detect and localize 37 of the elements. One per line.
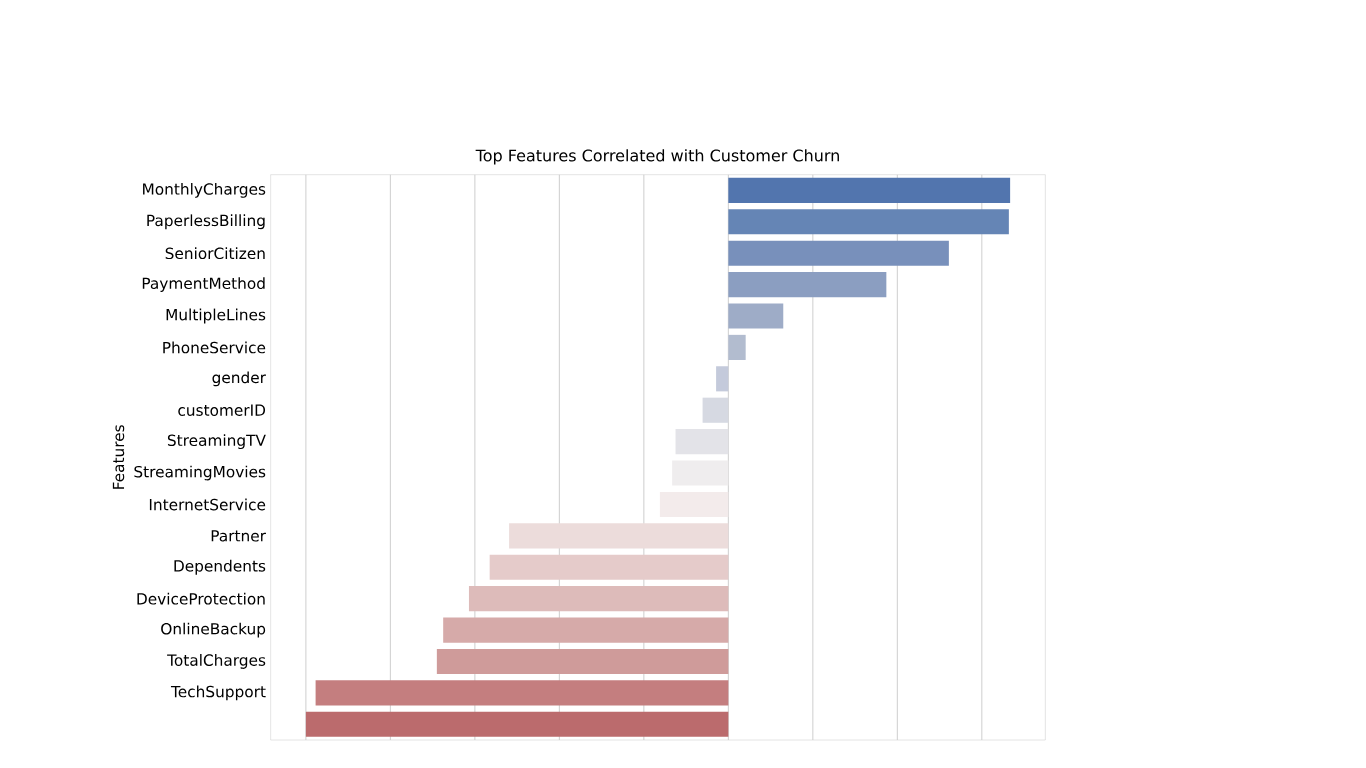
y-tick-label: MonthlyCharges xyxy=(143,182,266,198)
bar xyxy=(702,397,729,423)
bar xyxy=(305,711,729,737)
bar xyxy=(728,334,746,360)
bar xyxy=(728,177,1011,203)
y-tick-label: Dependents xyxy=(174,559,266,575)
y-tick-label: SeniorCitizen xyxy=(165,247,265,260)
bar xyxy=(443,617,729,643)
bar xyxy=(675,429,729,455)
bar xyxy=(728,209,1009,235)
bar xyxy=(509,523,729,549)
y-tick-label: InternetService xyxy=(149,498,266,511)
bar xyxy=(672,460,729,486)
y-tick-label: customerID xyxy=(178,404,266,416)
bar xyxy=(716,366,729,392)
y-tick-label: TotalCharges xyxy=(167,654,266,669)
y-tick-label: Partner xyxy=(211,530,266,542)
y-tick-label: PhoneService xyxy=(163,341,266,354)
bar xyxy=(436,648,729,675)
y-tick-label: DeviceProtection xyxy=(137,592,265,605)
y-tick-label: PaperlessBilling xyxy=(147,214,265,230)
bar xyxy=(468,586,729,612)
bar xyxy=(728,272,887,298)
bar xyxy=(315,680,729,706)
bar xyxy=(728,240,949,266)
y-tick-label: OnlineBackup xyxy=(161,622,266,638)
bar xyxy=(728,303,784,329)
y-tick-label: StreamingMovies xyxy=(134,465,266,481)
y-tick-label: StreamingTV xyxy=(167,434,266,450)
y-tick-label: PaymentMethod xyxy=(142,277,265,293)
y-tick-label: gender xyxy=(212,371,266,387)
bar xyxy=(659,491,729,518)
chart-title: Top Features Correlated with Customer Churn xyxy=(475,149,839,165)
bar xyxy=(489,554,729,580)
y-tick-label: TechSupport xyxy=(170,685,266,701)
y-tick-label: MultipleLines xyxy=(166,308,266,324)
y-axis-title: Features xyxy=(112,425,125,489)
